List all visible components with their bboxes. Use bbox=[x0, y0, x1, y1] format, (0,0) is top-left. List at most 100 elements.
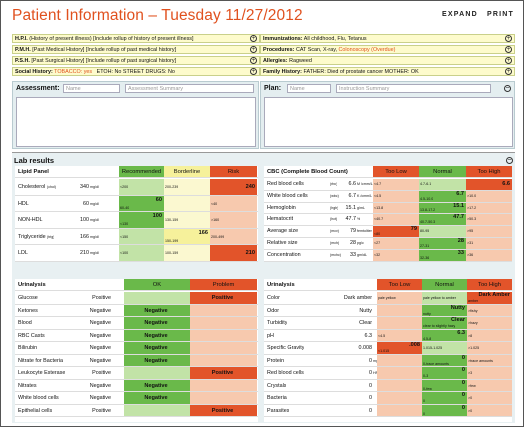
row-value: 0.008 bbox=[358, 345, 373, 351]
range-cell-low bbox=[377, 304, 422, 316]
table-row[interactable]: Parasites 0 0 0 >0 bbox=[264, 404, 512, 417]
row-value-unit: K /cmm/L bbox=[357, 193, 373, 198]
range-text: >few bbox=[468, 383, 476, 388]
row-label: Red blood cells bbox=[267, 181, 304, 187]
range-cell-prob bbox=[190, 354, 257, 366]
range-text: 0-few bbox=[423, 386, 432, 391]
row-label: Leukocyte Esterase bbox=[18, 370, 66, 376]
range-cell-high: >0 bbox=[467, 404, 512, 416]
table-row[interactable]: Cholesterol (chol) 340 mg/dl <200 200-239 240 bbox=[15, 179, 258, 196]
table-row[interactable]: Epithelial cells Positive Positive bbox=[15, 404, 258, 417]
row-label: HDL bbox=[18, 200, 29, 207]
collapse-plan-icon[interactable]: − bbox=[504, 85, 511, 92]
table-row[interactable]: HDL 60 mg/dl 60 60-40 <40 bbox=[15, 195, 258, 212]
row-value: Negative bbox=[89, 382, 111, 389]
range-cell-prob bbox=[190, 329, 257, 341]
procedures-row[interactable]: Procedures: CAT Scan, X-ray, Colonoscopy… bbox=[260, 45, 515, 54]
add-family-icon[interactable]: + bbox=[505, 68, 512, 75]
table-row[interactable]: Color Dark amber pale yellow pale yellow to… bbox=[264, 292, 512, 305]
table-row[interactable]: Nitrate for Bacteria Negative Negative bbox=[15, 354, 258, 367]
range-cell-prob bbox=[190, 317, 257, 329]
add-social-icon[interactable]: + bbox=[250, 68, 257, 75]
range-cell-low: <40.7 bbox=[373, 214, 419, 226]
range-cell-ok: Negative bbox=[124, 354, 190, 366]
range-cell-prob: Positive bbox=[190, 404, 257, 416]
table-row[interactable]: Bacteria 0 0 0 >0 bbox=[264, 392, 512, 405]
lipid-panel-table: Lipid Panel Recommended Borderline Risk Chol… bbox=[15, 166, 258, 262]
table-row[interactable]: Hemoglobin (hgb) 15.1 g/mL <13.8 15.1 13.8-17.… bbox=[264, 202, 512, 215]
hpi-row[interactable]: H.P.I. (History of present illness) [Inc… bbox=[12, 34, 260, 43]
range-value: Negative bbox=[144, 320, 168, 326]
expand-button[interactable]: EXPAND bbox=[442, 11, 478, 18]
pmh-row[interactable]: P.M.H. [Past Medical History] [Include r… bbox=[12, 45, 260, 54]
range-cell-low bbox=[377, 404, 422, 416]
range-cell-bord: 100-159 bbox=[164, 245, 210, 261]
row-label: Epithelial cells bbox=[18, 407, 53, 414]
row-unit: (mch) bbox=[330, 241, 340, 245]
range-text: <80 bbox=[374, 232, 381, 237]
psh-row[interactable]: P.S.H. [Past Surgical History] [Include … bbox=[12, 56, 260, 65]
table-row[interactable]: Turbidity Clear Clear clear to slightly haz… bbox=[264, 317, 512, 330]
table-row[interactable]: pH 6.3 <4.5 6.3 4.5-8 >8 bbox=[264, 329, 512, 342]
range-value: Negative bbox=[144, 345, 168, 351]
range-value: Positive bbox=[211, 407, 234, 414]
table-row[interactable]: Bilirubin Negative Negative bbox=[15, 342, 258, 355]
row-unit: (mchc) bbox=[330, 252, 341, 257]
add-pmh-icon[interactable]: + bbox=[250, 46, 257, 53]
add-psh-icon[interactable]: + bbox=[250, 57, 257, 64]
allergies-row[interactable]: Allergies: Ragweed + bbox=[260, 56, 515, 65]
range-text: 200-499 bbox=[211, 234, 225, 239]
row-label: White blood cells bbox=[267, 192, 308, 199]
table-row[interactable]: LDL 210 mg/dl <100 100-159 210 bbox=[15, 245, 258, 262]
plan-summary-input[interactable]: Instruction Summary bbox=[336, 84, 491, 93]
table-row[interactable]: Red blood cells0HPF00-3>3 bbox=[264, 367, 512, 380]
row-label: Glucose bbox=[18, 295, 38, 301]
print-button[interactable]: PRINT bbox=[487, 11, 514, 18]
plan-textarea[interactable] bbox=[264, 97, 513, 147]
table-row[interactable]: Crystals 0 0 0-few >few bbox=[264, 379, 512, 392]
row-value: Dark amber bbox=[343, 295, 372, 301]
table-row[interactable]: Blood Negative Negative bbox=[15, 317, 258, 330]
table-row[interactable]: Odor Nutty Nutty nutty >fishy bbox=[264, 304, 512, 317]
table-row[interactable]: Hematocrit (hct) 47.7% <40.7 47.7 40.7-50.3 >5… bbox=[264, 214, 512, 227]
table-title: Urinalysis bbox=[267, 282, 295, 288]
table-row[interactable]: White blood cells (wbc) 6.7 K /cmm/L <4.5 6.7… bbox=[264, 190, 512, 203]
range-text: <130 bbox=[120, 222, 129, 227]
add-procedures-icon[interactable]: + bbox=[505, 46, 512, 53]
add-immunizations-icon[interactable]: + bbox=[505, 35, 512, 42]
range-cell-high: >17.2 bbox=[466, 202, 512, 214]
table-row[interactable]: Leukocyte Esterase Positive Positive bbox=[15, 367, 258, 380]
range-cell-ok: Negative bbox=[124, 304, 190, 316]
table-row[interactable]: Specific Gravity 0.008 .008 <1.015 1.015-1.0… bbox=[264, 342, 512, 355]
table-row[interactable]: NON-HDL 100 mg/dl 100 <130 130-159 >160 bbox=[15, 212, 258, 229]
add-hpi-icon[interactable]: + bbox=[250, 35, 257, 42]
table-row[interactable]: Glucose Positive Positive bbox=[15, 292, 258, 305]
column-header: Too Low bbox=[377, 279, 422, 290]
table-row[interactable]: RBC Casts Negative Negative bbox=[15, 329, 258, 342]
table-row[interactable]: White blood cells Negative Negative bbox=[15, 392, 258, 405]
row-value: Positive bbox=[92, 295, 111, 301]
assessment-textarea[interactable] bbox=[16, 97, 256, 147]
table-row[interactable]: Relative size (mch) 28 pg/c <27 28 27-31 >31 bbox=[264, 238, 512, 250]
plan-name-input[interactable]: Name bbox=[287, 84, 331, 93]
range-cell-norm: 80-95 bbox=[419, 226, 466, 237]
range-cell-risk: 240 bbox=[210, 179, 257, 195]
add-allergies-icon[interactable]: + bbox=[505, 57, 512, 64]
row-label: Protein bbox=[267, 357, 285, 364]
table-row[interactable]: Nitrates Negative Negative bbox=[15, 379, 258, 392]
row-value: 166 bbox=[80, 233, 89, 240]
assessment-name-input[interactable]: Name bbox=[63, 84, 120, 93]
table-row[interactable]: Average size (mcv) 79 femtoliter 79 <80 80-95 >… bbox=[264, 226, 512, 238]
table-row[interactable]: Ketones Negative Negative bbox=[15, 304, 258, 317]
assessment-summary-input[interactable]: Assessment Summary bbox=[125, 84, 254, 93]
social-history-row[interactable]: Social History: TOBACCO: yes ETOH: No ST… bbox=[12, 67, 260, 76]
immunizations-row[interactable]: Immunizations: All childhood, Flu, Tetan… bbox=[260, 34, 515, 43]
table-row[interactable]: Protein0mg/dl00-trace amounts>trace amou… bbox=[264, 354, 512, 367]
table-row[interactable]: Triglyceride (trig) 166 mg/dl <150 166 150-199… bbox=[15, 228, 258, 245]
range-text: nutty bbox=[423, 311, 431, 316]
range-text: 0-3 bbox=[423, 374, 429, 379]
collapse-labs-icon[interactable]: − bbox=[506, 157, 513, 164]
family-history-row[interactable]: Family History: FATHER: Died of prostate… bbox=[260, 67, 515, 76]
table-row[interactable]: Red blood cells (rbc) 6.6 M /cmm/L <4.7 4.7-6… bbox=[264, 179, 512, 191]
table-row[interactable]: Concentration (mchc) 33 gm/dL <32 33 32-36 >36 bbox=[264, 249, 512, 262]
